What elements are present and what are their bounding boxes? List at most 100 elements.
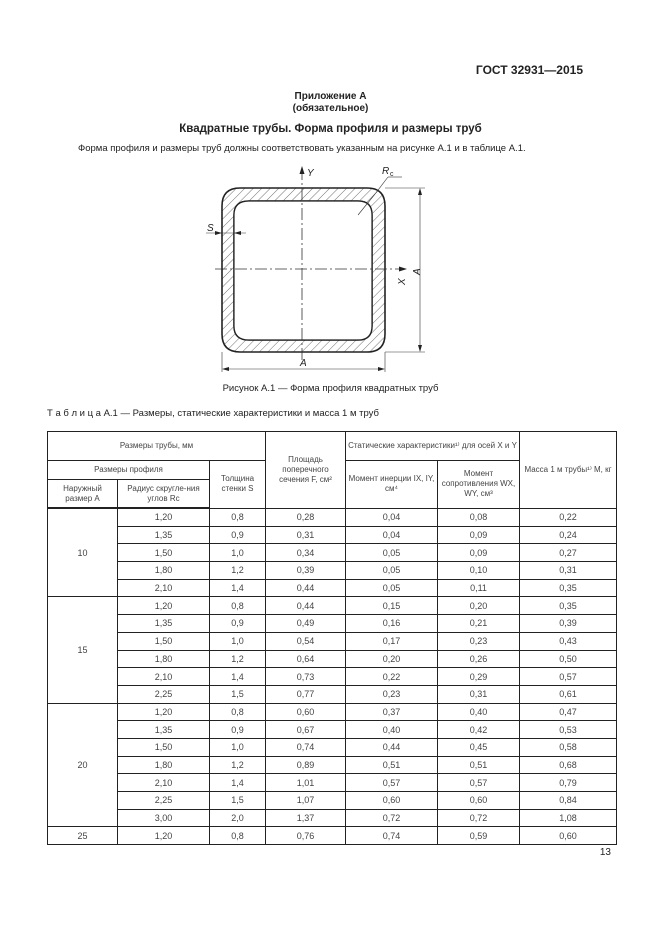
table-cell: 0,45 (437, 737, 520, 757)
table-cell: 0,29 (437, 667, 520, 686)
table-cell: 0,72 (437, 808, 520, 828)
table-cell: 1,37 (265, 808, 346, 828)
table-caption: Т а б л и ц а А.1 — Размеры, статические… (47, 408, 379, 419)
table-cell: 0,9 (209, 614, 266, 633)
table-row: 2,10 1,4 1,01 0,57 0,57 0,79 (48, 773, 617, 792)
table-cell: 0,22 (345, 667, 438, 686)
table-cell: 0,8 (209, 596, 266, 616)
table-cell: 0,31 (437, 684, 520, 704)
table-cell: 0,59 (437, 826, 520, 846)
appendix-title: Приложение А (294, 91, 367, 102)
table-cell: 1,50 (117, 631, 210, 651)
table-cell: 0,57 (519, 667, 617, 686)
table-cell: 0,44 (345, 737, 438, 757)
table-cell: 0,67 (265, 720, 346, 739)
table-cell: 0,60 (345, 791, 438, 810)
table-row: 1,80 1,2 0,64 0,20 0,26 0,50 (48, 649, 617, 669)
table-row: 1,35 0,9 0,67 0,40 0,42 0,53 (48, 720, 617, 739)
table-cell: 2,10 (117, 667, 210, 686)
table-cell: 1,01 (265, 773, 346, 792)
table-cell: 0,79 (519, 773, 617, 792)
table-cell: 1,4 (209, 578, 266, 598)
table-row: 15 1,20 0,8 0,44 0,15 0,20 0,35 (47, 596, 617, 704)
table-cell: 1,20 (117, 507, 210, 527)
table-cell: 0,8 (209, 507, 266, 527)
table-cell: 1,0 (209, 631, 266, 651)
outer-size-cell: 20 (47, 702, 118, 828)
table-cell: 0,21 (437, 614, 520, 633)
table-cell: 1,5 (209, 684, 266, 704)
table-cell: 0,74 (345, 826, 438, 846)
table-cell: 0,37 (345, 702, 438, 722)
table-cell: 0,60 (437, 791, 520, 810)
table-cell: 1,5 (209, 791, 266, 810)
table-cell: 0,73 (265, 667, 346, 686)
table-cell: 1,07 (265, 791, 346, 810)
table-cell: 0,9 (209, 720, 266, 739)
y-axis-label: Y (307, 168, 315, 179)
table-cell: 0,64 (265, 649, 346, 669)
table-cell: 0,58 (519, 737, 617, 757)
a-bottom-label: A (299, 358, 307, 369)
table-cell: 1,20 (117, 702, 210, 722)
table-cell: 1,20 (117, 826, 210, 846)
figure-caption: Рисунок А.1 — Форма профиля квадратных т… (222, 383, 439, 394)
table-row: 20 1,20 0,8 0,60 0,37 0,40 0,47 (47, 702, 617, 828)
table-row: 25 1,20 0,8 0,76 0,74 0,59 0,60 (47, 826, 617, 846)
table-cell: 0,11 (437, 578, 520, 598)
table-cell: 1,80 (117, 649, 210, 669)
table-cell: 1,35 (117, 614, 210, 633)
table-cell: 0,61 (519, 684, 617, 704)
outer-size-cell: 25 (47, 826, 118, 846)
table-cell: 0,31 (265, 525, 346, 545)
appendix-status: (обязательное) (292, 103, 369, 114)
header-static: Статические характеристики¹⁾ для осей X … (345, 431, 520, 461)
table-cell: 0,24 (519, 525, 617, 545)
page-number: 13 (599, 847, 611, 858)
table-cell: 0,72 (345, 808, 438, 828)
table-cell: 0,44 (265, 596, 346, 616)
table-cell: 0,34 (265, 543, 346, 563)
rc-subscript: c (390, 171, 394, 178)
table-cell: 0,35 (519, 578, 617, 598)
a-right-label: A (412, 268, 423, 276)
table-cell: 0,22 (519, 507, 617, 527)
table-cell: 0,10 (437, 561, 520, 580)
table-cell: 1,0 (209, 543, 266, 563)
table-cell: 0,04 (345, 507, 438, 527)
header-mass: Масса 1 м трубы¹⁾ M, кг (519, 431, 617, 509)
table-cell: 0,42 (437, 720, 520, 739)
table-row: 1,50 1,0 0,54 0,17 0,23 0,43 (48, 631, 617, 651)
table-cell: 0,43 (519, 631, 617, 651)
header-area: Площадь поперечного сечения F, см² (265, 431, 346, 509)
table-cell: 0,05 (345, 578, 438, 598)
table-cell: 0,51 (345, 755, 438, 775)
table-cell: 1,2 (209, 755, 266, 775)
s-label: S (207, 223, 214, 234)
header-wall: Толщина стенки S (209, 460, 266, 509)
table-cell: 0,17 (345, 631, 438, 651)
table-cell: 1,2 (209, 649, 266, 669)
table-row: 1,80 1,2 0,39 0,05 0,10 0,31 (48, 561, 617, 580)
table-cell: 1,80 (117, 755, 210, 775)
table-cell: 0,40 (345, 720, 438, 739)
outer-size-cell: 15 (47, 596, 118, 704)
table-cell: 0,47 (519, 702, 617, 722)
table-cell: 0,23 (345, 684, 438, 704)
table-row: 3,00 2,0 1,37 0,72 0,72 1,08 (48, 808, 617, 828)
table-cell: 1,4 (209, 773, 266, 792)
table-cell: 1,35 (117, 525, 210, 545)
table-cell: 0,60 (519, 826, 617, 846)
table-cell: 0,20 (345, 649, 438, 669)
table-cell: 1,2 (209, 561, 266, 580)
table-row: 2,25 1,5 1,07 0,60 0,60 0,84 (48, 791, 617, 810)
table-cell: 3,00 (117, 808, 210, 828)
table-cell: 1,50 (117, 737, 210, 757)
table-cell: 2,10 (117, 773, 210, 792)
table-row: 10 1,20 0,8 0,28 0,04 0,08 0,22 (47, 507, 617, 598)
table-cell: 0,57 (345, 773, 438, 792)
table-row: 2,10 1,4 0,73 0,22 0,29 0,57 (48, 667, 617, 686)
table-cell: 0,74 (265, 737, 346, 757)
table-cell: 0,39 (519, 614, 617, 633)
table-cell: 2,10 (117, 578, 210, 598)
